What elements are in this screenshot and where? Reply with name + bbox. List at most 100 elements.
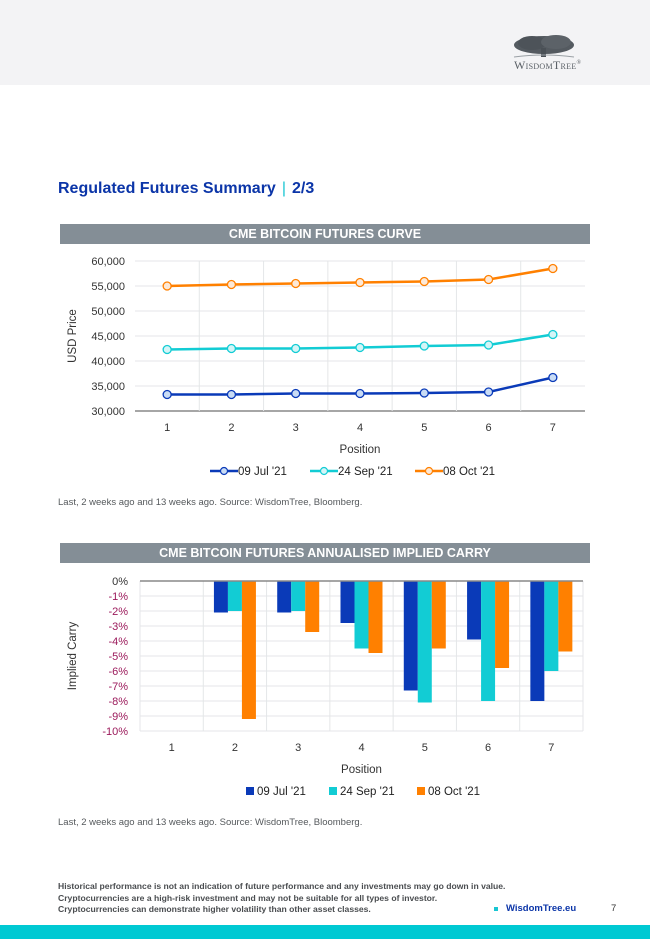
x-tick-label: 6 — [485, 742, 491, 754]
bar — [544, 581, 559, 671]
page-title-page: 2/3 — [291, 180, 315, 197]
footer-band — [0, 925, 650, 939]
footer-website-link[interactable]: WisdomTree.eu — [506, 903, 577, 914]
data-point — [483, 340, 494, 350]
legend-marker-icon — [424, 466, 434, 476]
y-axis-title: USD Price — [67, 309, 79, 363]
x-tick-label: 7 — [548, 742, 554, 754]
x-axis-title: Position — [341, 764, 382, 776]
bar — [417, 581, 432, 703]
page-number: 7 — [611, 903, 617, 914]
wisdomtree-tree-logo-icon — [513, 35, 575, 58]
bar — [403, 581, 418, 691]
y-tick-label: 0% — [112, 576, 128, 588]
data-point — [355, 277, 365, 288]
data-point — [483, 387, 494, 397]
bar — [305, 581, 320, 632]
x-tick-label: 2 — [228, 422, 234, 434]
data-point — [419, 276, 429, 287]
x-tick-label: 4 — [357, 422, 363, 434]
title-separator: | — [281, 180, 286, 197]
bar-chart-source: Last, 2 weeks ago and 13 weeks ago. Sour… — [58, 817, 363, 828]
legend-label: 24 Sep '21 — [338, 466, 393, 478]
legend-label: 24 Sep '21 — [340, 786, 395, 798]
x-tick-label: 3 — [295, 742, 301, 754]
y-tick-label: -3% — [108, 621, 128, 633]
data-point — [419, 388, 429, 398]
bar — [291, 581, 306, 611]
x-axis-title: Position — [340, 444, 381, 456]
legend-swatch-icon — [417, 787, 425, 795]
y-tick-label: -4% — [108, 636, 128, 648]
data-point — [226, 279, 237, 290]
data-point — [291, 388, 301, 399]
bar — [213, 581, 228, 613]
data-point — [226, 389, 237, 400]
bar — [558, 581, 573, 652]
y-tick-label: -8% — [108, 696, 128, 708]
data-point — [162, 344, 172, 355]
bar — [495, 581, 510, 668]
y-tick-label: 45,000 — [91, 331, 125, 343]
x-tick-label: 3 — [293, 422, 299, 434]
data-point — [291, 278, 301, 289]
y-tick-label: 30,000 — [91, 406, 125, 418]
x-tick-label: 1 — [169, 742, 175, 754]
x-tick-label: 2 — [232, 742, 238, 754]
line-chart-source: Last, 2 weeks ago and 13 weeks ago. Sour… — [58, 497, 363, 508]
data-point — [483, 274, 494, 285]
x-tick-label: 5 — [422, 742, 428, 754]
legend-marker-icon — [219, 466, 229, 476]
bar — [481, 581, 496, 701]
y-tick-label: 40,000 — [91, 356, 125, 368]
y-tick-label: 55,000 — [91, 281, 125, 293]
legend-swatch-icon — [329, 787, 337, 795]
x-tick-label: 5 — [421, 422, 427, 434]
footer-disclaimer: Historical performance is not an indicat… — [58, 881, 505, 916]
y-tick-label: -6% — [108, 666, 128, 678]
bar — [467, 581, 482, 640]
disclaimer-line: Cryptocurrencies are a high-risk investm… — [58, 892, 438, 903]
disclaimer-line: Cryptocurrencies can demonstrate higher … — [58, 904, 371, 914]
bar — [530, 581, 545, 701]
implied-carry-bar-chart: 0% -1% -2% -3% -4% -5% -6% -7% -8% -9% -10% 1 2 3 4 5 6 7… — [67, 576, 584, 798]
page-title-text: Regulated Futures Summary — [58, 180, 276, 197]
data-point — [355, 342, 365, 353]
y-tick-label: -5% — [108, 651, 128, 663]
data-point — [226, 343, 237, 354]
bar — [354, 581, 369, 649]
wisdomtree-wordmark: WisdomTree® — [514, 58, 582, 72]
bar — [340, 581, 355, 623]
data-point — [291, 343, 301, 354]
y-tick-label: 60,000 — [91, 256, 125, 268]
y-axis-title: Implied Carry — [67, 622, 79, 691]
y-tick-label: 50,000 — [91, 306, 125, 318]
y-tick-label: 35,000 — [91, 381, 125, 393]
legend-label: 09 Jul '21 — [257, 786, 306, 798]
data-point — [548, 329, 558, 340]
y-tick-label: -2% — [108, 606, 128, 618]
bar — [277, 581, 292, 613]
legend-label: 08 Oct '21 — [428, 786, 480, 798]
data-point — [355, 388, 365, 399]
x-tick-label: 4 — [358, 742, 364, 754]
bar — [241, 581, 256, 719]
futures-curve-line-chart: 30,000 35,000 40,000 45,000 50,000 55,000 60,0… — [67, 256, 585, 478]
x-tick-label: 7 — [550, 422, 556, 434]
legend-swatch-icon — [246, 787, 254, 795]
x-tick-label: 1 — [164, 422, 170, 434]
line-chart-heading: CME BITCOIN FUTURES CURVE — [60, 224, 590, 244]
bar — [227, 581, 242, 611]
data-point — [548, 263, 558, 274]
data-point — [162, 389, 172, 400]
y-tick-label: -10% — [102, 726, 128, 738]
y-tick-label: -1% — [108, 591, 128, 603]
x-tick-label: 6 — [486, 422, 492, 434]
footer-bullet-icon — [494, 907, 498, 911]
disclaimer-line: Historical performance is not an indicat… — [58, 881, 506, 891]
y-tick-label: -9% — [108, 711, 128, 723]
bar — [431, 581, 446, 649]
data-point — [162, 281, 172, 291]
bar — [368, 581, 383, 653]
legend-label: 09 Jul '21 — [238, 466, 287, 478]
